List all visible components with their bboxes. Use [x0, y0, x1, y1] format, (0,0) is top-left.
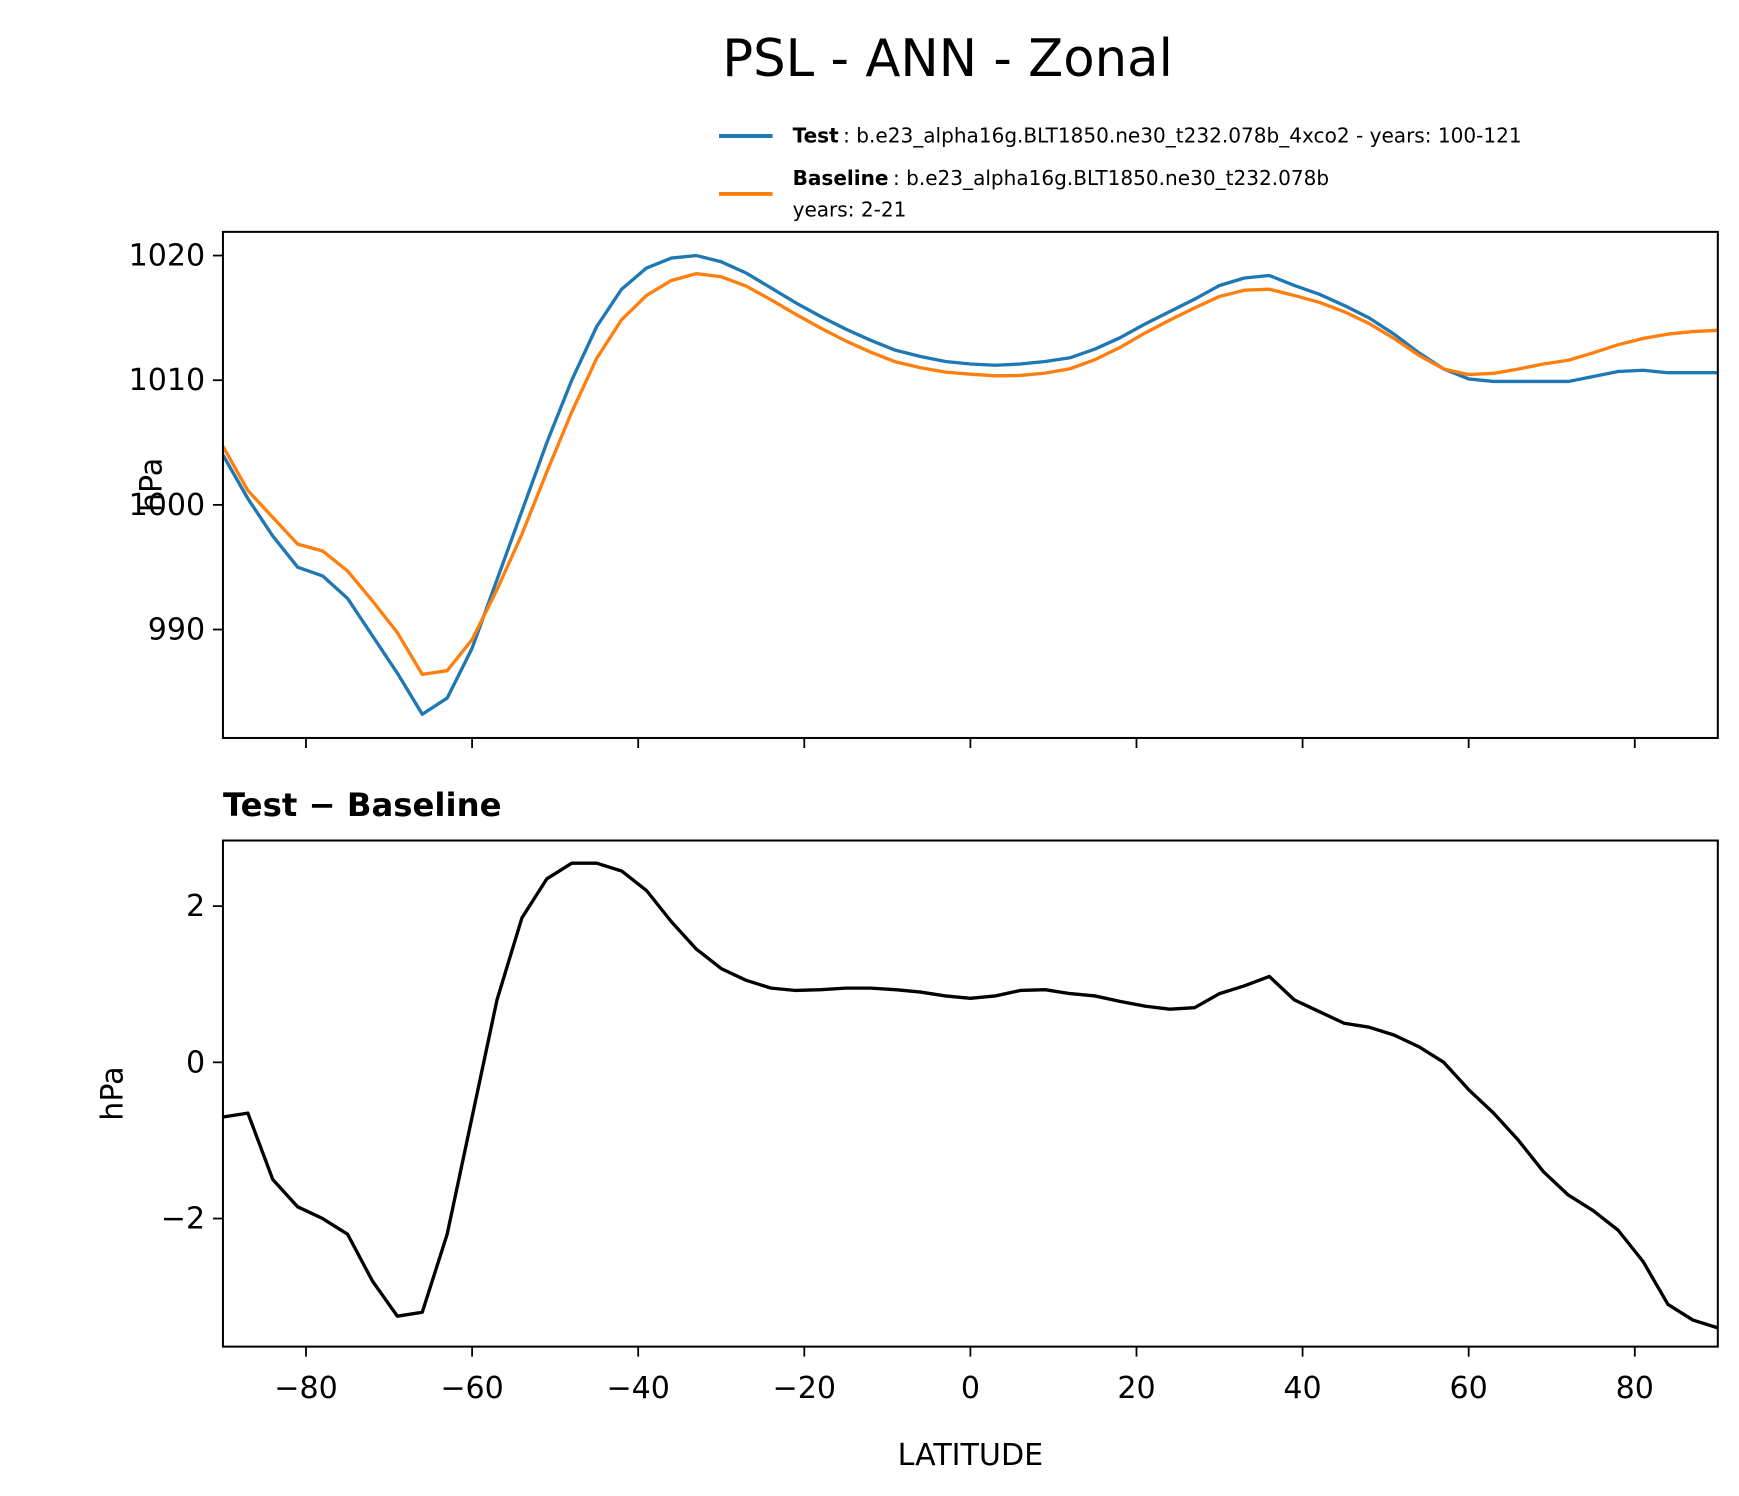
legend-detail: years: 2-21	[793, 197, 907, 221]
series-line	[222, 253, 1718, 716]
legend-entry: Test: b.e23_alpha16g.BLT1850.ne30_t232.0…	[793, 124, 1522, 148]
series-line	[222, 271, 1718, 677]
legend-detail: : b.e23_alpha16g.BLT1850.ne30_t232.078b	[893, 166, 1329, 190]
y-axis-label: hPa	[96, 1066, 131, 1120]
y-tick-label: 1010	[129, 363, 206, 398]
x-tick-label: 60	[1450, 1371, 1488, 1406]
x-tick-label: −40	[606, 1371, 669, 1406]
x-tick-label: 20	[1117, 1371, 1155, 1406]
subplot-title: Test − Baseline	[223, 786, 502, 824]
y-tick-label: 1020	[129, 239, 206, 274]
axes-frame	[221, 230, 1719, 739]
y-axis-label: hPa	[135, 458, 170, 512]
y-tick-label: 0	[186, 1045, 205, 1080]
y-tick-label: 2	[186, 889, 205, 924]
legend-detail: : b.e23_alpha16g.BLT1850.ne30_t232.078b_…	[843, 124, 1521, 148]
legend-entry: Baseline: b.e23_alpha16g.BLT1850.ne30_t2…	[793, 166, 1330, 190]
x-tick-label: −80	[274, 1371, 337, 1406]
y-tick-label: 990	[148, 613, 205, 648]
x-tick-label: −20	[773, 1371, 836, 1406]
y-tick-label: −2	[161, 1202, 205, 1237]
series-line	[222, 861, 1718, 1330]
x-tick-label: 0	[961, 1371, 980, 1406]
y-tick-label: 1000	[129, 488, 206, 523]
x-tick-label: 80	[1616, 1371, 1654, 1406]
figure-title: PSL - ANN - Zonal	[722, 29, 1173, 89]
x-tick-label: 40	[1283, 1371, 1321, 1406]
legend-name: Baseline	[793, 166, 889, 190]
axes-frame	[221, 839, 1719, 1348]
legend-name: Test	[793, 124, 840, 148]
x-axis-label: LATITUDE	[898, 1438, 1044, 1473]
x-tick-label: −60	[440, 1371, 503, 1406]
